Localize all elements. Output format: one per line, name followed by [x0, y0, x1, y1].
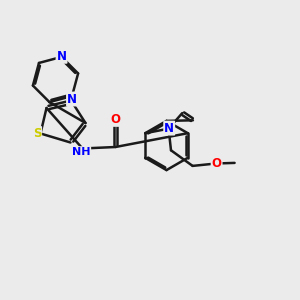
- Text: N: N: [164, 122, 174, 135]
- Text: N: N: [67, 92, 77, 106]
- Text: O: O: [212, 157, 222, 170]
- Text: O: O: [110, 113, 121, 126]
- Text: N: N: [57, 50, 67, 63]
- Text: S: S: [33, 127, 41, 140]
- Text: NH: NH: [72, 147, 90, 157]
